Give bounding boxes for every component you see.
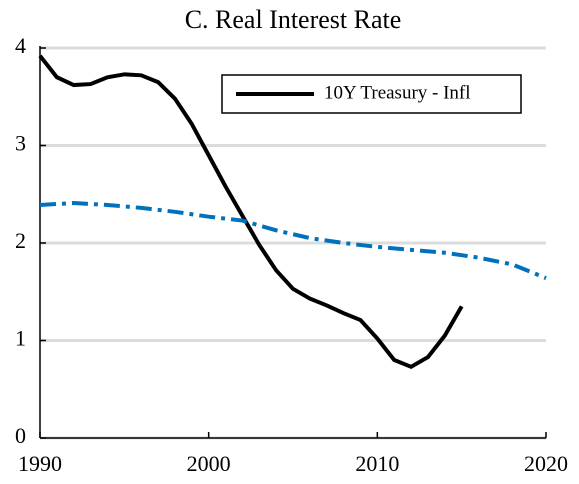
chart-title: C. Real Interest Rate — [185, 5, 402, 34]
y-tick-label: 0 — [15, 423, 26, 448]
y-tick-label: 1 — [15, 326, 26, 351]
legend-label: 10Y Treasury - Infl — [324, 82, 471, 103]
x-tick-label: 2000 — [187, 451, 231, 476]
x-tick-label: 2010 — [355, 451, 399, 476]
y-tick-label: 4 — [15, 33, 26, 58]
x-tick-label: 1990 — [18, 451, 62, 476]
y-tick-label: 3 — [15, 131, 26, 156]
x-tick-label: 2020 — [524, 451, 568, 476]
line — [38, 54, 464, 370]
y-tick-label: 2 — [15, 228, 26, 253]
line — [39, 201, 547, 280]
